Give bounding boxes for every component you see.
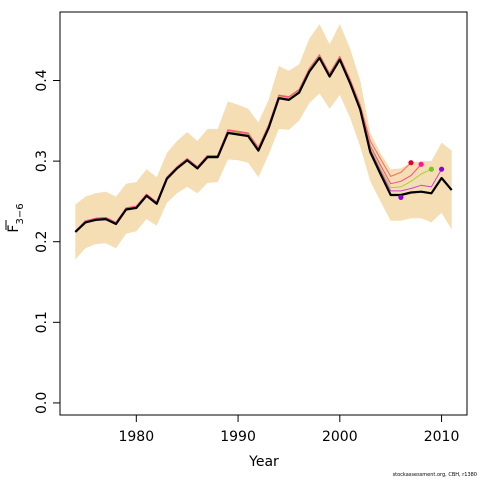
svg-text:F3−6: F3−6 <box>6 203 26 232</box>
plot-area <box>74 24 453 260</box>
y-axis: 0.0 0.1 0.2 0.3 0.4 <box>34 69 60 414</box>
x-axis-title: Year <box>248 454 279 470</box>
series-endpoint-2 <box>418 161 424 167</box>
series-line-5 <box>74 56 453 233</box>
series-endpoint-3 <box>428 166 434 172</box>
y-tick-label: 0.2 <box>34 231 50 253</box>
x-tick-label: 1980 <box>118 429 154 445</box>
y-axis-title-main: F <box>6 225 22 233</box>
y-axis-title: F3−6 <box>5 203 26 233</box>
y-tick-label: 0.0 <box>34 392 50 414</box>
x-tick-label: 2000 <box>322 429 358 445</box>
credit-text: stockassessment.org, CBH, r1380 <box>392 472 477 478</box>
series-endpoint-1 <box>408 160 414 166</box>
y-tick-label: 0.3 <box>34 150 50 172</box>
x-tick-label: 1990 <box>220 429 256 445</box>
y-tick-label: 0.1 <box>34 311 50 333</box>
series-endpoint-4 <box>439 166 445 172</box>
y-axis-title-subscript: 3−6 <box>15 203 26 224</box>
x-tick-label: 2010 <box>424 429 460 445</box>
y-tick-label: 0.4 <box>34 69 50 91</box>
plot-frame <box>59 11 468 416</box>
extra-point <box>398 194 404 200</box>
x-axis: 1980 1990 2000 2010 <box>118 415 459 445</box>
